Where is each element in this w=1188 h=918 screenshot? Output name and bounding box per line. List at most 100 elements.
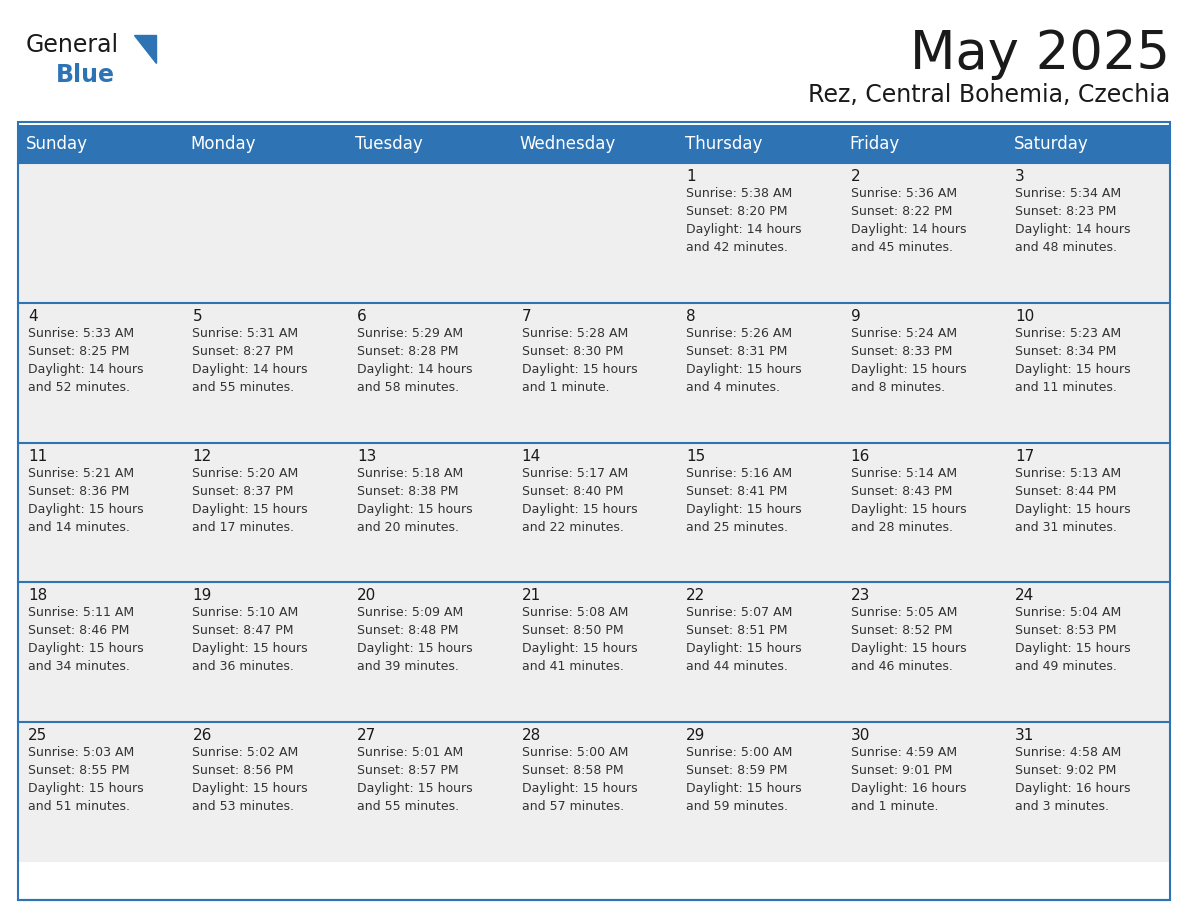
Bar (676, 442, 841, 582)
Text: Sunrise: 5:13 AM
Sunset: 8:44 PM
Daylight: 15 hours
and 31 minutes.: Sunrise: 5:13 AM Sunset: 8:44 PM Dayligh… (1016, 466, 1131, 533)
Text: 29: 29 (687, 728, 706, 744)
Bar (512, 303, 676, 442)
Text: Thursday: Thursday (684, 135, 762, 153)
Text: 4: 4 (27, 308, 38, 324)
Bar (676, 582, 841, 722)
Text: Sunrise: 5:08 AM
Sunset: 8:50 PM
Daylight: 15 hours
and 41 minutes.: Sunrise: 5:08 AM Sunset: 8:50 PM Dayligh… (522, 607, 637, 674)
Bar (512, 163, 676, 303)
Text: 25: 25 (27, 728, 48, 744)
Bar (18, 303, 183, 442)
Bar (18, 125, 183, 163)
Text: 15: 15 (687, 449, 706, 464)
Text: Friday: Friday (849, 135, 899, 153)
Text: Sunrise: 5:01 AM
Sunset: 8:57 PM
Daylight: 15 hours
and 55 minutes.: Sunrise: 5:01 AM Sunset: 8:57 PM Dayligh… (358, 746, 473, 813)
Text: 10: 10 (1016, 308, 1035, 324)
Bar (1005, 582, 1170, 722)
Text: 27: 27 (358, 728, 377, 744)
Text: May 2025: May 2025 (910, 28, 1170, 80)
Text: 18: 18 (27, 588, 48, 603)
Text: Sunrise: 5:04 AM
Sunset: 8:53 PM
Daylight: 15 hours
and 49 minutes.: Sunrise: 5:04 AM Sunset: 8:53 PM Dayligh… (1016, 607, 1131, 674)
Bar (1005, 722, 1170, 862)
Text: 3: 3 (1016, 169, 1025, 184)
Bar (512, 582, 676, 722)
Text: Sunrise: 5:23 AM
Sunset: 8:34 PM
Daylight: 15 hours
and 11 minutes.: Sunrise: 5:23 AM Sunset: 8:34 PM Dayligh… (1016, 327, 1131, 394)
Bar (1005, 125, 1170, 163)
Text: 19: 19 (192, 588, 211, 603)
Bar (18, 442, 183, 582)
Bar (676, 303, 841, 442)
Bar (841, 303, 1005, 442)
Bar (183, 125, 347, 163)
Bar (1005, 303, 1170, 442)
Bar (183, 582, 347, 722)
Text: Sunrise: 5:14 AM
Sunset: 8:43 PM
Daylight: 15 hours
and 28 minutes.: Sunrise: 5:14 AM Sunset: 8:43 PM Dayligh… (851, 466, 966, 533)
Text: 1: 1 (687, 169, 696, 184)
Text: Sunrise: 5:10 AM
Sunset: 8:47 PM
Daylight: 15 hours
and 36 minutes.: Sunrise: 5:10 AM Sunset: 8:47 PM Dayligh… (192, 607, 308, 674)
Text: Sunrise: 5:16 AM
Sunset: 8:41 PM
Daylight: 15 hours
and 25 minutes.: Sunrise: 5:16 AM Sunset: 8:41 PM Dayligh… (687, 466, 802, 533)
Text: Sunrise: 5:28 AM
Sunset: 8:30 PM
Daylight: 15 hours
and 1 minute.: Sunrise: 5:28 AM Sunset: 8:30 PM Dayligh… (522, 327, 637, 394)
Text: 16: 16 (851, 449, 870, 464)
Bar (18, 125, 1170, 128)
Text: 26: 26 (192, 728, 211, 744)
Text: Sunrise: 5:17 AM
Sunset: 8:40 PM
Daylight: 15 hours
and 22 minutes.: Sunrise: 5:17 AM Sunset: 8:40 PM Dayligh… (522, 466, 637, 533)
Text: Sunrise: 5:26 AM
Sunset: 8:31 PM
Daylight: 15 hours
and 4 minutes.: Sunrise: 5:26 AM Sunset: 8:31 PM Dayligh… (687, 327, 802, 394)
Bar (347, 582, 512, 722)
Text: Sunrise: 4:59 AM
Sunset: 9:01 PM
Daylight: 16 hours
and 1 minute.: Sunrise: 4:59 AM Sunset: 9:01 PM Dayligh… (851, 746, 966, 813)
Bar (841, 125, 1005, 163)
Bar (347, 125, 512, 163)
Text: Sunrise: 5:38 AM
Sunset: 8:20 PM
Daylight: 14 hours
and 42 minutes.: Sunrise: 5:38 AM Sunset: 8:20 PM Dayligh… (687, 187, 802, 254)
Text: 13: 13 (358, 449, 377, 464)
Polygon shape (134, 35, 156, 63)
Text: 28: 28 (522, 728, 541, 744)
Text: Sunrise: 5:07 AM
Sunset: 8:51 PM
Daylight: 15 hours
and 44 minutes.: Sunrise: 5:07 AM Sunset: 8:51 PM Dayligh… (687, 607, 802, 674)
Bar (841, 163, 1005, 303)
Bar (183, 442, 347, 582)
Text: Tuesday: Tuesday (355, 135, 423, 153)
Text: Sunrise: 5:02 AM
Sunset: 8:56 PM
Daylight: 15 hours
and 53 minutes.: Sunrise: 5:02 AM Sunset: 8:56 PM Dayligh… (192, 746, 308, 813)
Bar (18, 163, 183, 303)
Text: Sunrise: 5:20 AM
Sunset: 8:37 PM
Daylight: 15 hours
and 17 minutes.: Sunrise: 5:20 AM Sunset: 8:37 PM Dayligh… (192, 466, 308, 533)
Text: Sunrise: 5:36 AM
Sunset: 8:22 PM
Daylight: 14 hours
and 45 minutes.: Sunrise: 5:36 AM Sunset: 8:22 PM Dayligh… (851, 187, 966, 254)
Text: Sunrise: 5:33 AM
Sunset: 8:25 PM
Daylight: 14 hours
and 52 minutes.: Sunrise: 5:33 AM Sunset: 8:25 PM Dayligh… (27, 327, 144, 394)
Bar (347, 722, 512, 862)
Bar (1005, 163, 1170, 303)
Bar (347, 442, 512, 582)
Bar (183, 163, 347, 303)
Bar (347, 303, 512, 442)
Text: General: General (26, 33, 119, 57)
Text: Wednesday: Wednesday (520, 135, 617, 153)
Text: Blue: Blue (56, 63, 115, 87)
Bar (18, 122, 1170, 900)
Text: 23: 23 (851, 588, 870, 603)
Bar (841, 722, 1005, 862)
Text: 22: 22 (687, 588, 706, 603)
Bar (512, 125, 676, 163)
Text: Sunrise: 5:24 AM
Sunset: 8:33 PM
Daylight: 15 hours
and 8 minutes.: Sunrise: 5:24 AM Sunset: 8:33 PM Dayligh… (851, 327, 966, 394)
Text: 31: 31 (1016, 728, 1035, 744)
Text: Sunrise: 4:58 AM
Sunset: 9:02 PM
Daylight: 16 hours
and 3 minutes.: Sunrise: 4:58 AM Sunset: 9:02 PM Dayligh… (1016, 746, 1131, 813)
Text: Sunrise: 5:00 AM
Sunset: 8:59 PM
Daylight: 15 hours
and 59 minutes.: Sunrise: 5:00 AM Sunset: 8:59 PM Dayligh… (687, 746, 802, 813)
Text: Sunrise: 5:05 AM
Sunset: 8:52 PM
Daylight: 15 hours
and 46 minutes.: Sunrise: 5:05 AM Sunset: 8:52 PM Dayligh… (851, 607, 966, 674)
Text: Sunrise: 5:34 AM
Sunset: 8:23 PM
Daylight: 14 hours
and 48 minutes.: Sunrise: 5:34 AM Sunset: 8:23 PM Dayligh… (1016, 187, 1131, 254)
Bar (676, 722, 841, 862)
Bar (512, 722, 676, 862)
Bar (183, 722, 347, 862)
Text: 8: 8 (687, 308, 696, 324)
Bar (841, 442, 1005, 582)
Bar (512, 442, 676, 582)
Text: 12: 12 (192, 449, 211, 464)
Text: 14: 14 (522, 449, 541, 464)
Text: Sunrise: 5:29 AM
Sunset: 8:28 PM
Daylight: 14 hours
and 58 minutes.: Sunrise: 5:29 AM Sunset: 8:28 PM Dayligh… (358, 327, 473, 394)
Bar (18, 722, 183, 862)
Bar (183, 303, 347, 442)
Text: Sunrise: 5:18 AM
Sunset: 8:38 PM
Daylight: 15 hours
and 20 minutes.: Sunrise: 5:18 AM Sunset: 8:38 PM Dayligh… (358, 466, 473, 533)
Text: Saturday: Saturday (1013, 135, 1088, 153)
Text: 30: 30 (851, 728, 870, 744)
Bar (841, 582, 1005, 722)
Text: Sunday: Sunday (26, 135, 88, 153)
Text: 2: 2 (851, 169, 860, 184)
Text: 17: 17 (1016, 449, 1035, 464)
Bar (347, 163, 512, 303)
Text: 11: 11 (27, 449, 48, 464)
Text: Sunrise: 5:21 AM
Sunset: 8:36 PM
Daylight: 15 hours
and 14 minutes.: Sunrise: 5:21 AM Sunset: 8:36 PM Dayligh… (27, 466, 144, 533)
